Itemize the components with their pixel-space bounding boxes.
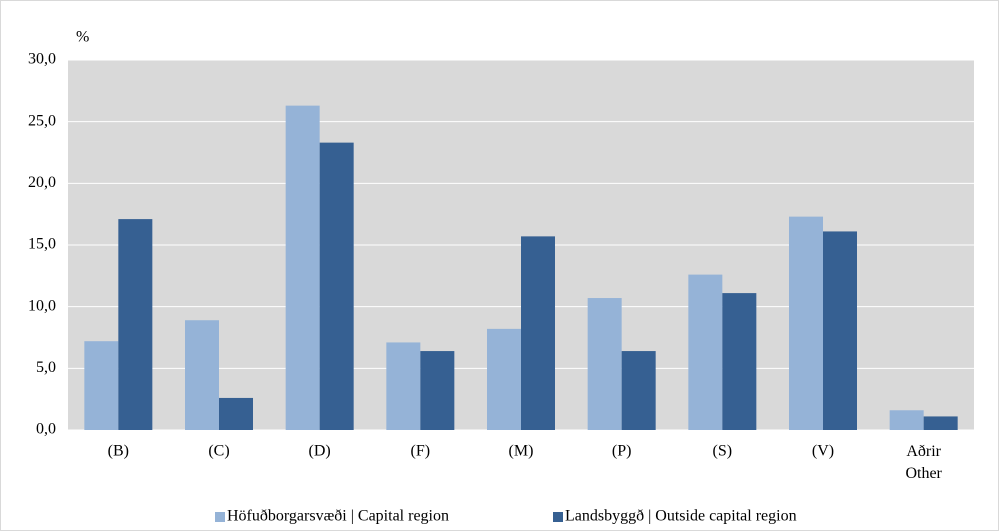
legend-label: Landsbyggð | Outside capital region: [565, 508, 797, 525]
x-tick-label: (S): [713, 443, 733, 460]
bar: [521, 236, 555, 430]
bar: [185, 320, 219, 430]
bar: [688, 274, 723, 430]
x-tick-label: (F): [411, 443, 431, 460]
bar: [889, 410, 924, 430]
bar: [319, 142, 354, 430]
y-tick-label: 30,0: [28, 51, 56, 68]
legend-swatch: [215, 512, 225, 522]
bar: [118, 219, 153, 430]
x-tick-label: (M): [509, 443, 534, 460]
x-tick-label: (V): [812, 443, 834, 460]
y-tick-label: 15,0: [28, 236, 56, 253]
bar: [823, 231, 857, 430]
y-axis-label: %: [76, 29, 89, 46]
y-tick-label: 5,0: [36, 359, 56, 376]
bar: [923, 416, 958, 430]
bar: [487, 328, 521, 430]
bar: [420, 351, 455, 430]
bar: [587, 298, 622, 430]
x-tick-label: (C): [208, 443, 229, 460]
x-tick-label: (P): [612, 443, 632, 460]
bar: [285, 105, 320, 430]
legend-swatch: [553, 512, 563, 522]
y-tick-label: 0,0: [36, 421, 56, 438]
y-tick-label: 25,0: [28, 112, 56, 129]
x-tick-label: (D): [309, 443, 331, 460]
bar: [621, 351, 656, 430]
legend-label: Höfuðborgarsvæði | Capital region: [227, 508, 449, 525]
x-tick-label: Aðrir Other: [905, 443, 942, 482]
y-tick-label: 10,0: [28, 297, 56, 314]
bar: [722, 293, 757, 430]
bar: [386, 342, 421, 430]
bar: [789, 216, 823, 430]
bar: [219, 397, 253, 430]
y-tick-label: 20,0: [28, 174, 56, 191]
x-tick-label: (B): [108, 443, 129, 460]
bar: [84, 341, 119, 430]
